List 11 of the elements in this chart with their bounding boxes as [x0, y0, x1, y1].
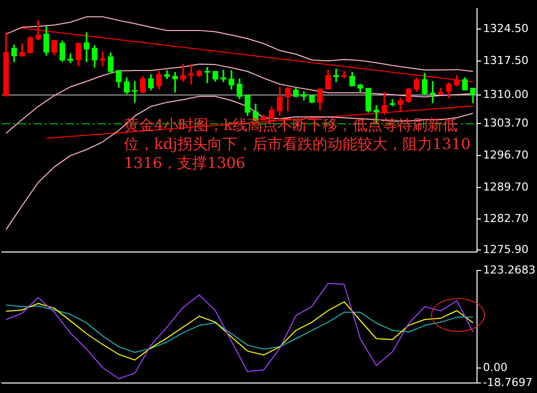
y-tick-label: 1289.70 — [483, 180, 528, 194]
y-tick-label: 1317.50 — [483, 54, 528, 67]
y-tick-label: 1303.70 — [483, 116, 528, 130]
y-tick-label: 1324.50 — [483, 22, 528, 35]
y-tick-label: 1296.70 — [483, 148, 528, 162]
y-tick-label: -18.7697 — [483, 376, 532, 389]
y-tick-label: 1275.90 — [483, 243, 528, 256]
y-tick-label: 1282.70 — [483, 212, 528, 226]
y-tick-label: 1310.00 — [483, 88, 528, 101]
y-tick-label: 0.00 — [483, 361, 508, 374]
y-tick-label: 123.2683 — [483, 263, 536, 276]
